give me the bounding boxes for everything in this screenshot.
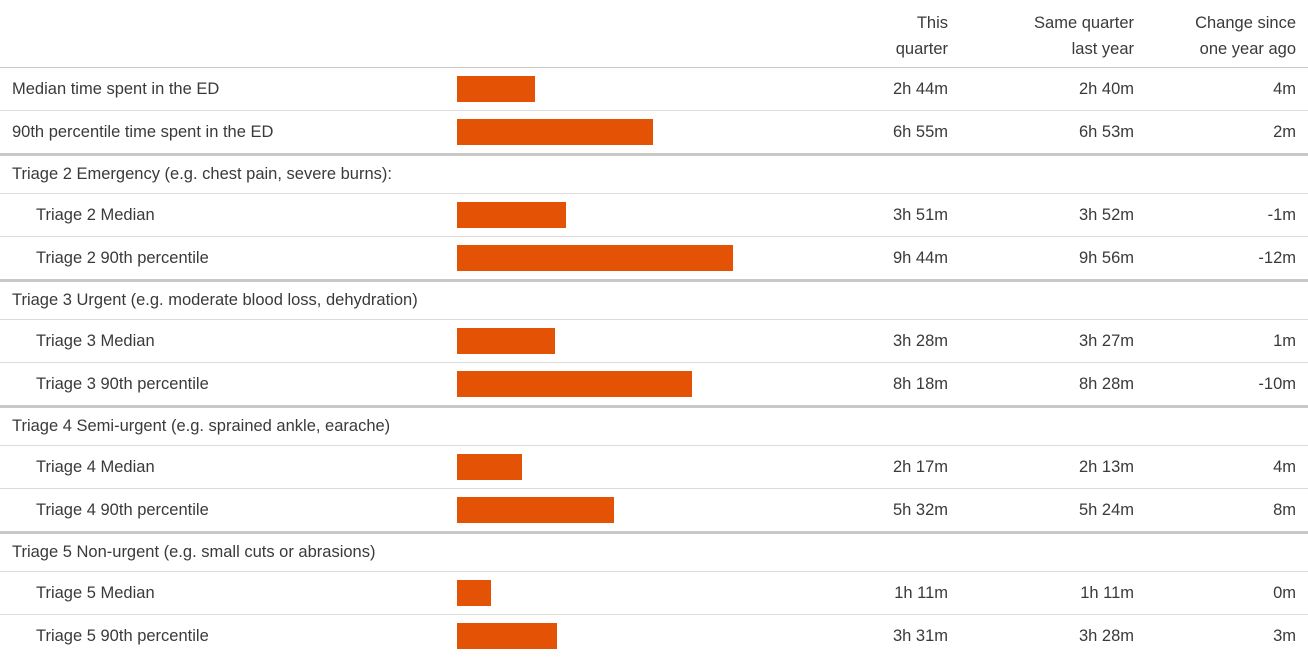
row-label: Triage 4 90th percentile xyxy=(36,500,209,519)
row-label: Triage 3 90th percentile xyxy=(36,374,209,393)
value-change: -10m xyxy=(1258,374,1296,393)
bar-mark xyxy=(457,580,491,606)
table-row: Triage 4 90th percentile 5h 32m 5h 24m 8m xyxy=(0,488,1308,531)
header-change-line2: one year ago xyxy=(1199,40,1296,58)
value-this-quarter: 6h 55m xyxy=(892,122,948,141)
header-this-quarter-line2: quarter xyxy=(895,40,948,58)
section-label: Triage 2 Emergency (e.g. chest pain, sev… xyxy=(12,165,392,183)
value-change: 4m xyxy=(1273,79,1296,98)
value-change: 0m xyxy=(1273,583,1296,602)
header-change: Change since one year ago xyxy=(1195,10,1296,62)
section-row: Triage 4 Semi-urgent (e.g. sprained ankl… xyxy=(0,405,1308,445)
value-this-quarter: 5h 32m xyxy=(892,500,948,519)
header-same-quarter: Same quarter last year xyxy=(1034,10,1134,62)
row-label: Triage 5 90th percentile xyxy=(36,626,209,645)
value-same-quarter-last-year: 9h 56m xyxy=(1078,248,1134,267)
value-this-quarter: 2h 17m xyxy=(892,457,948,476)
header-same-quarter-line2: last year xyxy=(1071,40,1134,58)
section-row: Triage 3 Urgent (e.g. moderate blood los… xyxy=(0,279,1308,319)
bar-mark xyxy=(457,623,557,649)
value-this-quarter: 9h 44m xyxy=(892,248,948,267)
bar-mark xyxy=(457,371,692,397)
section-row: Triage 2 Emergency (e.g. chest pain, sev… xyxy=(0,153,1308,193)
table-row: Triage 2 Median 3h 51m 3h 52m -1m xyxy=(0,193,1308,236)
bar-mark xyxy=(457,497,614,523)
table-row: Median time spent in the ED 2h 44m 2h 40m 4… xyxy=(0,67,1308,110)
table-row: Triage 2 90th percentile 9h 44m 9h 56m -12m xyxy=(0,236,1308,279)
value-this-quarter: 3h 31m xyxy=(892,626,948,645)
value-change: -12m xyxy=(1258,248,1296,267)
row-label: Triage 4 Median xyxy=(36,457,155,476)
header-this-quarter: This quarter xyxy=(896,10,948,62)
table-body: Median time spent in the ED 2h 44m 2h 40m 4… xyxy=(0,67,1308,657)
header-same-quarter-line1: Same quarter xyxy=(1034,14,1134,32)
value-same-quarter-last-year: 6h 53m xyxy=(1078,122,1134,141)
value-this-quarter: 3h 51m xyxy=(892,205,948,224)
row-label: 90th percentile time spent in the ED xyxy=(12,122,274,141)
value-change: 3m xyxy=(1273,626,1296,645)
bar-mark xyxy=(457,328,555,354)
value-this-quarter: 1h 11m xyxy=(894,583,948,602)
value-change: 2m xyxy=(1273,122,1296,141)
table-row: Triage 3 Median 3h 28m 3h 27m 1m xyxy=(0,319,1308,362)
value-change: 8m xyxy=(1273,500,1296,519)
table-row: Triage 5 90th percentile 3h 31m 3h 28m 3m xyxy=(0,614,1308,657)
bar-mark xyxy=(457,245,733,271)
value-same-quarter-last-year: 2h 13m xyxy=(1078,457,1134,476)
value-same-quarter-last-year: 3h 27m xyxy=(1078,331,1134,350)
value-same-quarter-last-year: 3h 28m xyxy=(1078,626,1134,645)
bar-mark xyxy=(457,119,653,145)
row-label: Triage 3 Median xyxy=(36,331,155,350)
bar-mark xyxy=(457,76,535,102)
value-change: 1m xyxy=(1273,331,1296,350)
header-this-quarter-line1: This xyxy=(916,14,948,32)
section-label: Triage 5 Non-urgent (e.g. small cuts or … xyxy=(12,543,376,561)
row-label: Median time spent in the ED xyxy=(12,79,220,98)
column-headers: This quarter Same quarter last year Chan… xyxy=(0,0,1308,80)
table-row: Triage 4 Median 2h 17m 2h 13m 4m xyxy=(0,445,1308,488)
value-same-quarter-last-year: 3h 52m xyxy=(1078,205,1134,224)
table-row: Triage 3 90th percentile 8h 18m 8h 28m -10m xyxy=(0,362,1308,405)
value-same-quarter-last-year: 5h 24m xyxy=(1078,500,1134,519)
value-this-quarter: 8h 18m xyxy=(892,374,948,393)
row-label: Triage 2 Median xyxy=(36,205,155,224)
section-label: Triage 4 Semi-urgent (e.g. sprained ankl… xyxy=(12,417,391,435)
value-this-quarter: 3h 28m xyxy=(892,331,948,350)
value-same-quarter-last-year: 2h 40m xyxy=(1078,79,1134,98)
header-change-line1: Change since xyxy=(1195,14,1296,32)
table-row: 90th percentile time spent in the ED 6h 5… xyxy=(0,110,1308,153)
section-row: Triage 5 Non-urgent (e.g. small cuts or … xyxy=(0,531,1308,571)
value-change: 4m xyxy=(1273,457,1296,476)
value-same-quarter-last-year: 8h 28m xyxy=(1078,374,1134,393)
section-label: Triage 3 Urgent (e.g. moderate blood los… xyxy=(12,291,418,309)
bar-mark xyxy=(457,202,566,228)
bar-mark xyxy=(457,454,522,480)
row-label: Triage 5 Median xyxy=(36,583,155,602)
row-label: Triage 2 90th percentile xyxy=(36,248,209,267)
value-same-quarter-last-year: 1h 11m xyxy=(1080,583,1134,602)
table-row: Triage 5 Median 1h 11m 1h 11m 0m xyxy=(0,571,1308,614)
value-change: -1m xyxy=(1267,205,1296,224)
value-this-quarter: 2h 44m xyxy=(892,79,948,98)
